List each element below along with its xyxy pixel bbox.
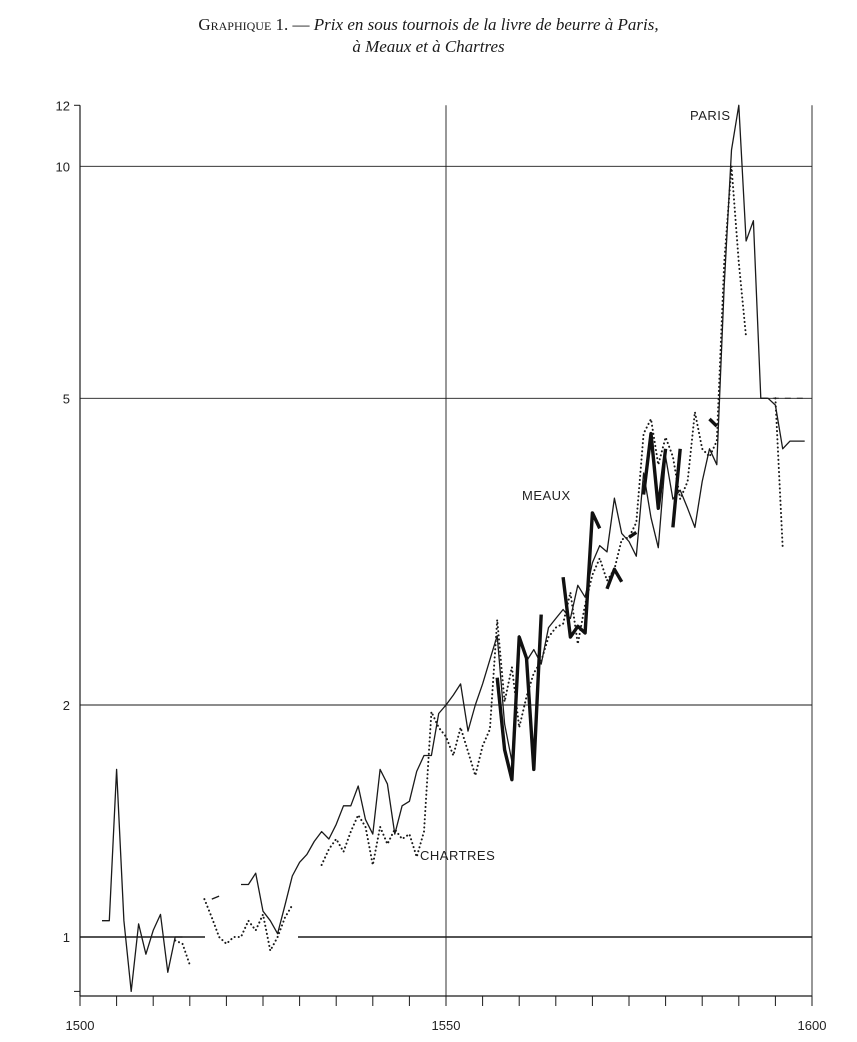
series-label-paris: PARIS: [690, 108, 731, 123]
x-tick-label-1550: 1550: [432, 1018, 461, 1033]
y-tick-label-12: 12: [56, 98, 70, 113]
series-meaux-line-3: [628, 530, 638, 539]
title-graph-label: Graphique 1. —: [198, 15, 310, 34]
y-tick-label-10: 10: [56, 159, 70, 174]
y-tick-label-1: 1: [63, 930, 70, 945]
series-meaux-line-4: [641, 431, 668, 510]
x-tick-label-1600: 1600: [798, 1018, 827, 1033]
series-chartres-line-2: [320, 165, 748, 866]
series-chartres-line-1: [203, 898, 294, 952]
chart-title: Graphique 1. — Prix en sous tournois de …: [0, 14, 857, 58]
title-line-1: Graphique 1. — Prix en sous tournois de …: [0, 14, 857, 36]
y-tick-label-5: 5: [63, 391, 70, 406]
series-meaux-line-6: [708, 417, 718, 428]
label-layer: PARIS MEAUX CHARTRES: [420, 108, 731, 863]
x-tick-label-1500: 1500: [66, 1018, 95, 1033]
series-layer: [102, 104, 805, 993]
series-meaux-line-2: [605, 567, 624, 590]
title-text-1: Prix en sous tournois de la livre de beu…: [313, 15, 659, 34]
series-paris-line-0: [102, 768, 183, 993]
series-chartres-line-0: [174, 939, 191, 966]
series-meaux-line-1: [561, 511, 602, 639]
series-meaux-line-5: [671, 448, 682, 528]
grid-layer: [74, 104, 813, 996]
series-meaux-line-0: [495, 614, 543, 782]
title-text-2: à Meaux et à Chartres: [352, 37, 505, 56]
series-label-chartres: CHARTRES: [420, 848, 495, 863]
y-tick-label-2: 2: [63, 698, 70, 713]
series-chartres-line-3: [774, 397, 784, 549]
series-paris-line-2: [241, 104, 805, 935]
series-paris-line-1: [211, 895, 220, 900]
series-label-meaux: MEAUX: [522, 488, 571, 503]
